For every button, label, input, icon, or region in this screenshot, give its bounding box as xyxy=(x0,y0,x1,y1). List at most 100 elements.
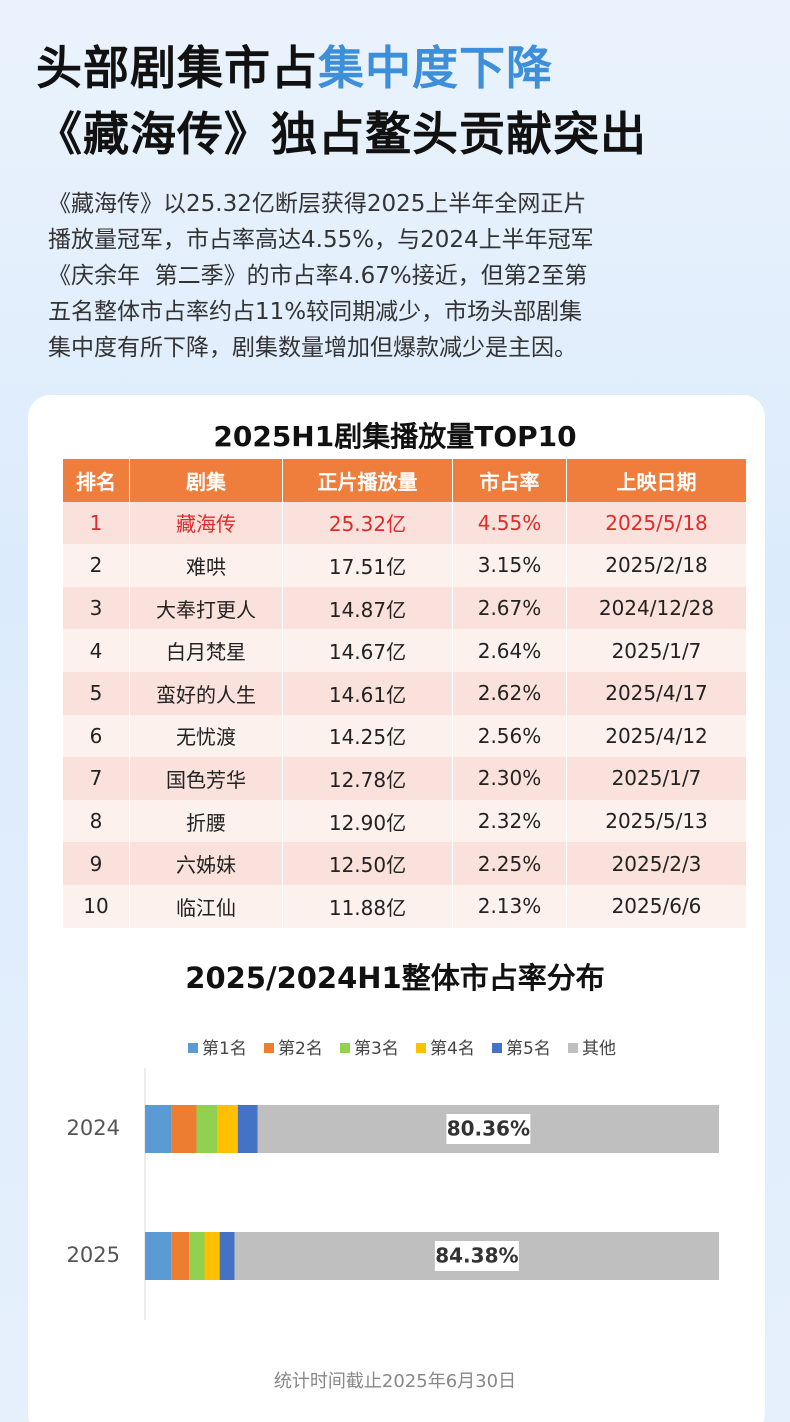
table-cell: 2025/2/18 xyxy=(567,544,747,587)
value-label: 80.36% xyxy=(447,1117,530,1141)
table-cell: 2.30% xyxy=(453,757,567,800)
table-cell: 12.50亿 xyxy=(283,842,453,885)
table-cell: 2025/1/7 xyxy=(567,629,747,672)
table-row: 4 白月梵星 14.67亿 2.64% 2025/1/7 xyxy=(63,629,747,672)
bar-segment xyxy=(204,1232,220,1280)
legend-label: 第1名 xyxy=(202,1039,247,1059)
header-cell: 正片播放量 xyxy=(283,459,453,502)
title-black: 头部剧集市占 xyxy=(36,41,318,95)
bar-segment xyxy=(171,1232,190,1280)
table-cell: 2.64% xyxy=(453,629,567,672)
table-cell: 11.88亿 xyxy=(283,884,453,928)
value-label-bg xyxy=(434,1241,519,1271)
table-cell: 14.25亿 xyxy=(283,714,453,758)
table-cell: 14.61亿 xyxy=(283,671,453,715)
table-cell: 六姊妹 xyxy=(130,842,283,885)
title-line-2: 《藏海传》独占鳌头贡献突出 xyxy=(36,107,647,161)
table-row: 6 无忧渡 14.25亿 2.56% 2025/4/12 xyxy=(63,714,747,758)
legend-swatch xyxy=(492,1043,502,1053)
legend-swatch xyxy=(340,1043,350,1053)
table-cell: 2.25% xyxy=(453,842,567,885)
table-row: 9 六姊妹 12.50亿 2.25% 2025/2/3 xyxy=(63,842,747,885)
category-label: 2024 xyxy=(67,1116,120,1140)
legend-label: 第5名 xyxy=(506,1039,551,1059)
table-cell: 大奉打更人 xyxy=(130,586,283,630)
table-row: 2 难哄 17.51亿 3.15% 2025/2/18 xyxy=(63,544,747,587)
table-cell: 10 xyxy=(63,884,130,928)
table-cell: 2.67% xyxy=(453,586,567,630)
table-cell: 2024/12/28 xyxy=(567,586,747,630)
table-row: 10 临江仙 11.88亿 2.13% 2025/6/6 xyxy=(63,884,747,928)
table-cell: 3 xyxy=(63,586,130,630)
header-cell: 市占率 xyxy=(453,459,567,502)
intro-line: 《藏海传》以25.32亿断层获得2025上半年全网正片 xyxy=(48,191,587,217)
bar-segment xyxy=(217,1105,238,1153)
intro-line: 播放量冠军，市占率高达4.55%，与2024上半年冠军 xyxy=(48,227,594,253)
title-line-1: 头部剧集市占集中度下降 xyxy=(36,32,553,98)
table-row: 7 国色芳华 12.78亿 2.30% 2025/1/7 xyxy=(63,757,747,800)
table-title: 2025H1剧集播放量TOP10 xyxy=(213,420,577,453)
table-cell: 6 xyxy=(63,714,130,758)
legend-swatch xyxy=(568,1043,578,1053)
bar-segment xyxy=(145,1232,172,1280)
table-cell: 藏海传 xyxy=(130,501,283,545)
table-cell: 2025/1/7 xyxy=(567,757,747,800)
table-cell: 白月梵星 xyxy=(130,629,283,672)
table-cell: 9 xyxy=(63,842,130,885)
table-cell: 临江仙 xyxy=(130,884,283,928)
header-cell: 剧集 xyxy=(130,459,283,502)
table-cell: 1 xyxy=(63,501,130,545)
table-cell: 2025/5/18 xyxy=(567,501,747,545)
header-cell: 上映日期 xyxy=(567,459,747,502)
table-cell: 2.62% xyxy=(453,671,567,715)
table-cell: 7 xyxy=(63,757,130,800)
table-cell: 4.55% xyxy=(453,501,567,545)
table-cell: 25.32亿 xyxy=(283,501,453,545)
table-cell: 8 xyxy=(63,799,130,843)
value-label-bg xyxy=(446,1114,531,1144)
table-cell: 2025/4/17 xyxy=(567,671,747,715)
table-cell: 2025/6/6 xyxy=(567,884,747,928)
chart-title: 2025/2024H1整体市占率分布 xyxy=(185,961,604,995)
table-row: 5 蛮好的人生 14.61亿 2.62% 2025/4/17 xyxy=(63,671,747,715)
table: 排名 剧集 正片播放量 市占率 上映日期 1 藏海传 25.32亿 4.55% 2025/5/18… xyxy=(63,459,747,928)
table-row: 8 折腰 12.90亿 2.32% 2025/5/13 xyxy=(63,799,747,843)
legend-label: 第2名 xyxy=(278,1039,323,1059)
table-cell: 蛮好的人生 xyxy=(130,671,283,715)
table-cell: 17.51亿 xyxy=(283,544,453,587)
table-cell: 无忧渡 xyxy=(130,714,283,758)
table-row: 1 藏海传 25.32亿 4.55% 2025/5/18 xyxy=(63,501,747,545)
footnote: 统计时间截止2025年6月30日 xyxy=(274,1371,516,1392)
table-cell: 14.87亿 xyxy=(283,586,453,630)
table-cell: 2025/4/12 xyxy=(567,714,747,758)
table-cell: 2025/2/3 xyxy=(567,842,747,885)
title-blue: 集中度下降 xyxy=(318,41,553,95)
table-cell: 12.90亿 xyxy=(283,799,453,843)
legend-label: 第4名 xyxy=(430,1039,475,1059)
intro: 《藏海传》以25.32亿断层获得2025上半年全网正片 播放量冠军，市占率高达4.… xyxy=(48,186,594,366)
legend-label: 第3名 xyxy=(354,1039,399,1059)
table-cell: 2.13% xyxy=(453,884,567,928)
header-cell: 排名 xyxy=(63,459,130,502)
category-label: 2025 xyxy=(67,1243,120,1267)
table-cell: 国色芳华 xyxy=(130,757,283,800)
table-cell: 4 xyxy=(63,629,130,672)
table-cell: 5 xyxy=(63,671,130,715)
legend-swatch xyxy=(416,1043,426,1053)
table-cell: 14.67亿 xyxy=(283,629,453,672)
legend-label: 其他 xyxy=(582,1039,616,1059)
table-cell: 2.32% xyxy=(453,799,567,843)
bar-segment xyxy=(145,1105,172,1153)
table-cell: 2.56% xyxy=(453,714,567,758)
legend-swatch xyxy=(188,1043,198,1053)
bar-segment xyxy=(171,1105,197,1153)
intro-line: 《庆余年 第二季》的市占率4.67%接近，但第2至第 xyxy=(48,263,588,289)
table-cell: 折腰 xyxy=(130,799,283,843)
table-cell: 2 xyxy=(63,544,130,587)
bar-segment xyxy=(237,1105,258,1153)
intro-line: 集中度有所下降，剧集数量增加但爆款减少是主因。 xyxy=(48,335,577,361)
table-row: 3 大奉打更人 14.87亿 2.67% 2024/12/28 xyxy=(63,586,747,630)
intro-line: 五名整体市占率约占11%较同期减少，市场头部剧集 xyxy=(48,299,583,325)
